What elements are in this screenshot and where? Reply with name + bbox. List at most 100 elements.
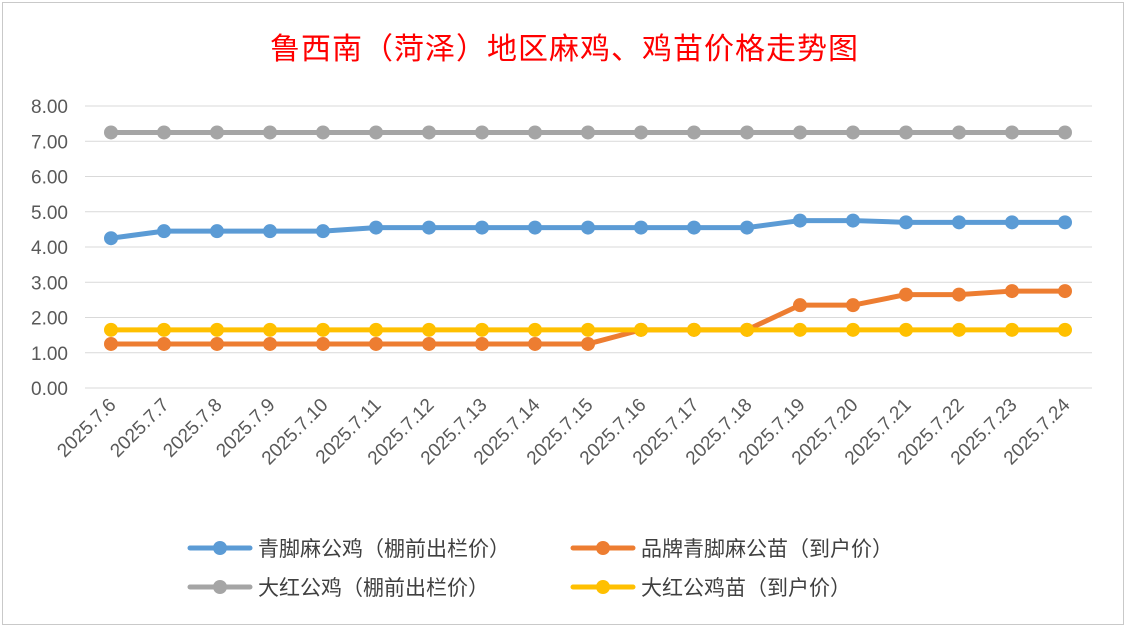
chart-title: 鲁西南（菏泽）地区麻鸡、鸡苗价格走势图: [270, 32, 859, 67]
legend-item: 品牌青脚麻公苗（到户价）: [570, 537, 893, 561]
data-point: [952, 322, 966, 337]
y-tick-label: 3.00: [31, 273, 68, 294]
y-tick-label: 2.00: [31, 309, 68, 330]
data-point: [687, 125, 701, 140]
data-point: [793, 322, 807, 337]
data-point: [422, 125, 436, 140]
data-point: [687, 220, 701, 235]
data-point: [952, 287, 966, 302]
data-point: [210, 322, 224, 337]
data-point: [157, 125, 171, 140]
y-tick-label: 5.00: [31, 203, 68, 224]
data-point: [316, 322, 330, 337]
data-point: [369, 322, 383, 337]
data-point: [316, 224, 330, 239]
data-point: [263, 224, 277, 239]
series-3: [104, 322, 1072, 337]
data-point: [793, 213, 807, 228]
data-point: [1005, 125, 1019, 140]
data-point: [157, 224, 171, 239]
data-point: [846, 322, 860, 337]
data-point: [528, 125, 542, 140]
y-tick-label: 6.00: [31, 168, 68, 189]
data-point: [369, 125, 383, 140]
data-point: [793, 125, 807, 140]
data-point: [210, 125, 224, 140]
data-point: [104, 125, 118, 140]
data-point: [846, 125, 860, 140]
data-point: [581, 220, 595, 235]
legend-swatch-marker: [213, 541, 227, 555]
series-2: [104, 125, 1072, 140]
data-point: [104, 231, 118, 246]
data-point: [316, 125, 330, 140]
data-point: [899, 287, 913, 302]
data-point: [1058, 322, 1072, 337]
data-point: [369, 336, 383, 351]
data-point: [1058, 125, 1072, 140]
y-tick-label: 0.00: [31, 379, 68, 400]
legend-swatch-marker: [596, 541, 610, 555]
y-axis-ticks: 0.00 1.00 2.00 3.00 4.00 5.00 6.00 7.00 8.00: [31, 97, 68, 400]
data-point: [157, 322, 171, 337]
legend-item: 大红公鸡（棚前出栏价）: [187, 576, 489, 600]
data-point: [634, 322, 648, 337]
data-point: [475, 322, 489, 337]
data-point: [1058, 284, 1072, 299]
data-point: [475, 125, 489, 140]
data-point: [1005, 322, 1019, 337]
data-point: [528, 220, 542, 235]
legend-label: 青脚麻公鸡（棚前出栏价）: [258, 537, 510, 561]
data-point: [104, 322, 118, 337]
data-point: [634, 125, 648, 140]
data-point: [581, 336, 595, 351]
y-tick-label: 1.00: [31, 344, 68, 365]
data-point: [952, 125, 966, 140]
data-point: [422, 322, 436, 337]
data-point: [740, 125, 754, 140]
data-point: [740, 220, 754, 235]
data-point: [528, 322, 542, 337]
data-point: [846, 213, 860, 228]
data-point: [793, 298, 807, 313]
data-point: [104, 336, 118, 351]
data-point: [1005, 284, 1019, 299]
legend-item: 青脚麻公鸡（棚前出栏价）: [187, 537, 510, 561]
data-point: [581, 322, 595, 337]
series-0: [104, 213, 1072, 246]
legend-label: 大红公鸡（棚前出栏价）: [258, 576, 489, 600]
legend-item: 大红公鸡苗（到户价）: [570, 576, 851, 600]
data-point: [475, 220, 489, 235]
data-point: [899, 322, 913, 337]
legend: 青脚麻公鸡（棚前出栏价） 品牌青脚麻公苗（到户价） 大红公鸡（棚前出栏价） 大红公鸡苗…: [187, 537, 893, 600]
data-point: [899, 215, 913, 230]
y-tick-label: 4.00: [31, 238, 68, 259]
data-point: [528, 336, 542, 351]
data-point: [687, 322, 701, 337]
series-1: [104, 284, 1072, 351]
data-point: [210, 224, 224, 239]
data-point: [422, 336, 436, 351]
data-point: [1005, 215, 1019, 230]
data-point: [846, 298, 860, 313]
data-point: [157, 336, 171, 351]
data-point: [422, 220, 436, 235]
data-point: [369, 220, 383, 235]
data-point: [475, 336, 489, 351]
legend-label: 大红公鸡苗（到户价）: [641, 576, 851, 600]
y-tick-label: 8.00: [31, 97, 68, 118]
data-point: [316, 336, 330, 351]
data-point: [581, 125, 595, 140]
data-point: [263, 322, 277, 337]
grid-lines: [85, 105, 1092, 389]
legend-label: 品牌青脚麻公苗（到户价）: [641, 537, 893, 561]
data-point: [740, 322, 754, 337]
x-axis-ticks: 2025.7.62025.7.72025.7.82025.7.92025.7.1…: [53, 394, 1074, 469]
data-point: [263, 125, 277, 140]
data-point: [952, 215, 966, 230]
data-point: [210, 336, 224, 351]
legend-swatch-marker: [596, 580, 610, 594]
data-point: [1058, 215, 1072, 230]
data-point: [634, 220, 648, 235]
